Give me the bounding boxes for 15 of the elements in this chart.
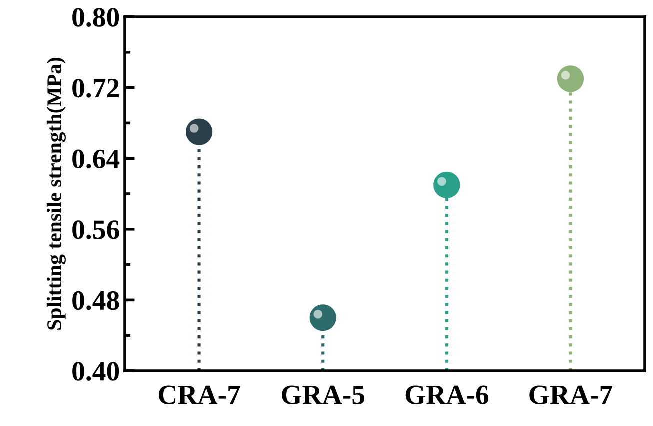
y-tick-label: 0.80: [72, 8, 120, 28]
point: [186, 118, 213, 146]
point: [310, 304, 336, 332]
point: [557, 66, 584, 92]
x-tick-label: GRA-6: [406, 386, 489, 404]
y-tick-label: 0.48: [72, 291, 120, 310]
y-tick-label: 0.64: [72, 150, 120, 169]
x-tick-label: GRA-7: [530, 386, 612, 404]
point: [434, 172, 460, 198]
y-tick-label: 0.72: [72, 78, 119, 98]
y-axis-title: Splitting tensile strength(MPa): [46, 58, 66, 330]
y-tick-label: 0.40: [72, 362, 120, 382]
y-tick-label: 0.56: [72, 220, 120, 240]
x-tick-label: CRA-7: [158, 386, 240, 404]
x-tick-label: GRA-5: [282, 386, 365, 404]
